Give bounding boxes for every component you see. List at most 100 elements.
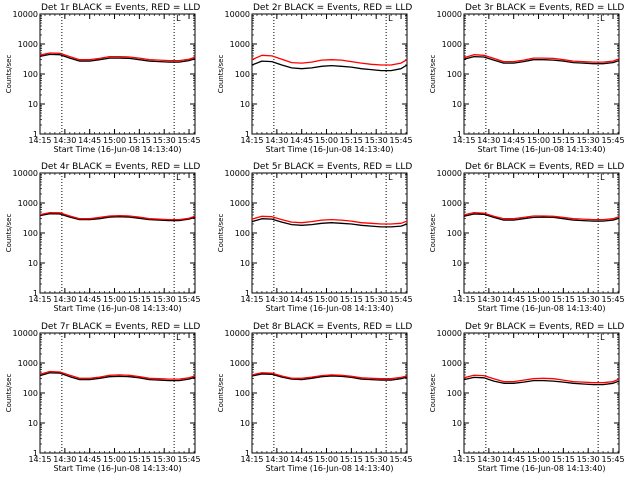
y-tick-label: 1 [33, 449, 38, 458]
y-tick-label: 100 [23, 70, 38, 79]
marker-flag: L [600, 333, 605, 342]
y-tick-label: 1 [245, 449, 250, 458]
x-tick-label: 15:30 [365, 455, 388, 464]
x-tick-label: 14:45 [502, 455, 525, 464]
panel-title: Det 9r BLACK = Events, RED = LLD [465, 322, 624, 332]
marker-flag: L [388, 14, 393, 23]
x-tick-label: 14:30 [53, 455, 76, 464]
x-tick-label: 15:15 [552, 455, 575, 464]
y-tick-label: 1 [245, 130, 250, 139]
marker-flag: L [176, 333, 181, 342]
x-tick-label: 14:45 [78, 136, 101, 145]
panel-7: Det 7r BLACK = Events, RED = LLD 1 10 100 10… [5, 322, 201, 473]
panel-title: Det 1r BLACK = Events, RED = LLD [41, 3, 200, 13]
x-tick-label: 15:30 [153, 455, 176, 464]
marker-flag: L [600, 14, 605, 23]
y-tick-label: 10000 [437, 329, 462, 338]
y-tick-label: 1000 [442, 40, 462, 49]
panel-3: Det 3r BLACK = Events, RED = LLD 1 10 100 10… [429, 3, 625, 154]
x-tick-label: 15:30 [577, 455, 600, 464]
plot-frame [39, 332, 196, 454]
series-line-events [251, 218, 408, 228]
panel-title: Det 8r BLACK = Events, RED = LLD [253, 322, 412, 332]
x-tick-label: 15:30 [577, 136, 600, 145]
y-tick-label: 100 [447, 389, 462, 398]
x-tick-label: 15:30 [577, 295, 600, 304]
x-tick-label: 14:45 [290, 295, 313, 304]
panel-title: Det 7r BLACK = Events, RED = LLD [41, 322, 200, 332]
x-axis-label: Start Time (16-Jun-08 14:13:40) [478, 304, 606, 313]
x-tick-label: 15:45 [390, 455, 413, 464]
plot-frame [39, 172, 196, 294]
y-axis-label: Counts/sec [5, 55, 13, 94]
x-tick-label: 15:30 [365, 295, 388, 304]
x-tick-label: 15:15 [128, 136, 151, 145]
y-tick-label: 100 [235, 70, 250, 79]
panel-title: Det 2r BLACK = Events, RED = LLD [253, 3, 412, 13]
x-tick-label: 15:15 [128, 455, 151, 464]
x-tick-label: 15:00 [103, 295, 126, 304]
x-tick-label: 14:45 [78, 295, 101, 304]
y-tick-label: 10 [240, 259, 250, 268]
y-tick-label: 10 [28, 100, 38, 109]
series-line-events [39, 372, 196, 382]
series-line-events [39, 53, 196, 63]
y-tick-label: 10 [240, 419, 250, 428]
x-tick-label: 15:30 [153, 295, 176, 304]
x-tick-label: 15:00 [103, 455, 126, 464]
x-tick-label: 15:00 [315, 136, 338, 145]
plot-frame [463, 172, 620, 294]
x-tick-label: 14:45 [502, 136, 525, 145]
x-tick-label: 14:15 [452, 136, 475, 145]
x-tick-label: 15:45 [602, 455, 625, 464]
x-tick-label: 15:45 [390, 136, 413, 145]
marker-flag: L [176, 14, 181, 23]
y-tick-label: 10000 [225, 169, 250, 178]
x-axis-label: Start Time (16-Jun-08 14:13:40) [266, 464, 394, 473]
x-tick-label: 15:00 [103, 136, 126, 145]
x-tick-label: 14:45 [78, 455, 101, 464]
y-tick-label: 10000 [13, 329, 38, 338]
marker-flag: L [176, 173, 181, 182]
y-tick-label: 100 [235, 229, 250, 238]
y-axis-label: Counts/sec [5, 214, 13, 253]
series-line-events [463, 213, 620, 222]
x-tick-label: 14:45 [290, 136, 313, 145]
y-axis-label: Counts/sec [217, 374, 225, 413]
series-line-lld [39, 52, 196, 62]
x-tick-label: 14:15 [28, 136, 51, 145]
series-line-lld [39, 370, 196, 380]
panel-9: Det 9r BLACK = Events, RED = LLD 1 10 100 10… [429, 322, 625, 473]
y-tick-label: 1000 [442, 199, 462, 208]
x-tick-label: 14:45 [290, 455, 313, 464]
y-tick-label: 10000 [225, 329, 250, 338]
series-line-lld [251, 215, 408, 225]
y-axis-label: Counts/sec [429, 214, 437, 253]
series-line-events [39, 213, 196, 222]
y-tick-label: 100 [23, 389, 38, 398]
x-tick-label: 14:30 [265, 455, 288, 464]
x-tick-label: 15:15 [552, 136, 575, 145]
panel-title: Det 3r BLACK = Events, RED = LLD [465, 3, 624, 13]
y-tick-label: 100 [235, 389, 250, 398]
x-tick-label: 14:45 [502, 295, 525, 304]
x-tick-label: 15:15 [552, 295, 575, 304]
y-tick-label: 1000 [18, 40, 38, 49]
x-tick-label: 14:15 [452, 455, 475, 464]
plot-frame [251, 172, 408, 294]
y-tick-label: 1 [33, 130, 38, 139]
y-tick-label: 1000 [230, 359, 250, 368]
plot-frame [463, 332, 620, 454]
y-tick-label: 10 [240, 100, 250, 109]
x-axis-label: Start Time (16-Jun-08 14:13:40) [54, 464, 182, 473]
series-line-events [251, 373, 408, 381]
x-tick-label: 14:15 [28, 295, 51, 304]
panel-1: Det 1r BLACK = Events, RED = LLD 1 10 100 10… [5, 3, 201, 154]
x-tick-label: 15:15 [340, 136, 363, 145]
x-tick-label: 15:00 [527, 455, 550, 464]
x-tick-label: 15:00 [527, 136, 550, 145]
panel-title: Det 5r BLACK = Events, RED = LLD [253, 162, 412, 172]
y-tick-label: 10 [28, 419, 38, 428]
